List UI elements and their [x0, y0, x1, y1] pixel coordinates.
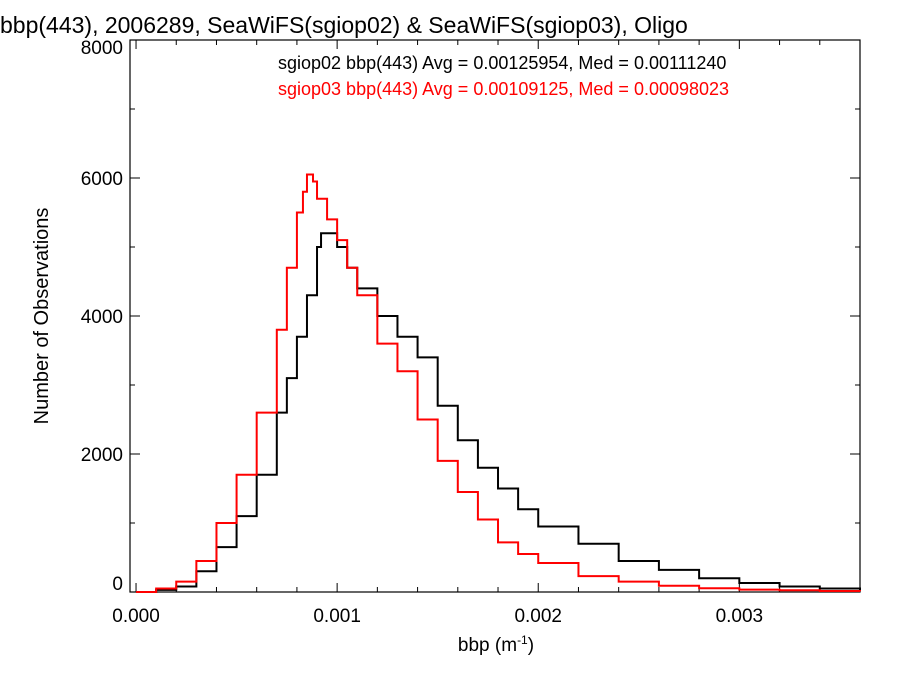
y-tick-label: 2000: [81, 445, 123, 466]
y-tick-label: 6000: [81, 169, 123, 190]
y-axis-ticks: 0 2000 4000 6000 8000: [81, 38, 860, 595]
x-tick-label: 0.000: [112, 606, 160, 627]
y-tick-label: 0: [112, 574, 123, 595]
series-layer: [136, 173, 861, 593]
y-tick-label: 8000: [81, 38, 123, 59]
y-axis-label: Number of Observations: [31, 208, 53, 425]
legend-entry-sgiop03: sgiop03 bbp(443) Avg = 0.00109125, Med =…: [278, 79, 729, 99]
x-axis-label-superscript: -1: [517, 633, 528, 647]
x-tick-label: 0.001: [313, 606, 361, 627]
x-tick-label: 0.002: [514, 606, 562, 627]
x-axis-label-main: bbp (m: [458, 635, 517, 656]
x-axis-ticks: 0.000 0.001 0.002 0.003: [112, 40, 821, 627]
legend-entry-sgiop02: sgiop02 bbp(443) Avg = 0.00125954, Med =…: [278, 53, 726, 73]
series-line-sgiop03: [136, 173, 861, 593]
y-tick-label: 4000: [81, 307, 123, 328]
x-axis-label-suffix: ): [528, 635, 534, 656]
plot-frame: [129, 39, 861, 593]
chart-title: bbp(443), 2006289, SeaWiFS(sgiop02) & Se…: [0, 12, 688, 38]
x-tick-label: 0.003: [716, 606, 764, 627]
x-axis-label: bbp (m-1): [458, 633, 534, 656]
